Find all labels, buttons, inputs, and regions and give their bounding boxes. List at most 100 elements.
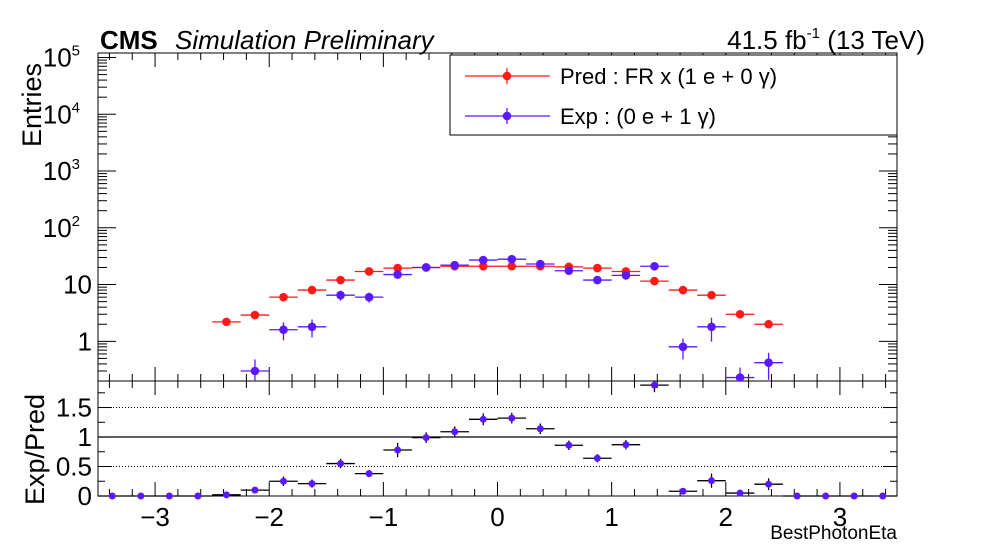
- data-point: [307, 322, 317, 332]
- series-pred: [212, 261, 783, 329]
- data-point: [735, 309, 745, 319]
- tick-base: 10: [43, 42, 72, 72]
- data-point: [393, 270, 402, 279]
- data-point: [593, 275, 602, 285]
- data-point: [421, 263, 431, 272]
- ratio-point: [879, 492, 887, 500]
- data-point: [621, 271, 631, 280]
- data-point: [393, 263, 402, 273]
- tick-base: 10: [43, 213, 72, 243]
- tick-exponent: 3: [72, 156, 80, 173]
- ratio-point: [194, 492, 202, 500]
- main-y-tick-label: 1: [78, 326, 92, 356]
- ratio-x-tick-label: −2: [254, 502, 284, 532]
- ratio-point: [765, 480, 773, 488]
- ratio-point: [365, 470, 373, 478]
- ratio-panel: −3 −2 −1 0 1 2 300.511.5: [56, 381, 897, 532]
- ratio-point: [394, 446, 402, 454]
- ratio-point: [736, 489, 744, 497]
- data-point: [336, 275, 345, 285]
- ratio-point: [165, 492, 173, 500]
- tick-base: 10: [43, 99, 72, 129]
- data-point: [707, 322, 716, 332]
- tick-base: 1: [78, 326, 92, 356]
- data-point: [364, 292, 374, 302]
- ratio-point: [137, 492, 145, 500]
- ratio-y-tick-label: 0: [78, 481, 92, 511]
- data-point: [593, 263, 602, 273]
- data-point: [650, 276, 659, 286]
- tick-base: 10: [43, 156, 72, 186]
- data-point: [222, 317, 231, 327]
- ratio-x-tick-label: 3: [833, 502, 847, 532]
- ratio-x-tick-label: 1: [604, 502, 618, 532]
- data-point: [250, 310, 260, 320]
- lumi-label: 41.5 fb-1 (13 TeV): [727, 25, 925, 55]
- legend-marker: [502, 71, 512, 81]
- ratio-point: [822, 492, 830, 500]
- ratio-y-tick-label: 1: [78, 422, 92, 452]
- tick-exponent: 2: [72, 213, 80, 230]
- legend-label: Pred : FR x (1 e + 0 γ): [560, 64, 777, 89]
- main-y-tick-label: 103: [43, 156, 80, 186]
- ratio-point: [679, 487, 687, 495]
- data-point: [735, 373, 745, 382]
- tick-exponent: 4: [72, 99, 80, 116]
- data-point: [650, 261, 659, 271]
- ratio-point: [508, 414, 516, 422]
- data-point: [478, 255, 488, 265]
- data-point: [478, 261, 488, 271]
- data-point: [764, 358, 773, 368]
- data-point: [536, 259, 545, 269]
- ratio-point: [650, 381, 658, 389]
- data-point: [764, 319, 773, 329]
- ratio-point: [708, 477, 716, 485]
- data-point: [364, 267, 374, 276]
- ratio-x-tick-label: 2: [719, 502, 733, 532]
- ratio-point: [479, 415, 487, 423]
- legend: Pred : FR x (1 e + 0 γ) Exp : (0 e + 1 γ): [449, 54, 898, 136]
- cms-label: CMS: [100, 25, 158, 55]
- ratio-x-tick-label: −1: [369, 502, 399, 532]
- data-point: [307, 285, 317, 295]
- ratio-x-tick-label: −3: [140, 502, 170, 532]
- data-point: [507, 254, 517, 264]
- tick-exponent: 5: [72, 42, 80, 59]
- legend-label: Exp : (0 e + 1 γ): [560, 104, 716, 129]
- main-y-tick-label: 102: [43, 213, 80, 243]
- ratio-point: [565, 441, 573, 449]
- data-point: [279, 292, 288, 302]
- ratio-point: [850, 492, 858, 500]
- series-ratio: [98, 381, 897, 500]
- data-point: [250, 366, 260, 376]
- data-point: [564, 266, 574, 276]
- ratio-y-tick-label: 0.5: [56, 452, 92, 482]
- lumi-base: 41.5 fb: [727, 25, 807, 55]
- ratio-point: [536, 425, 544, 433]
- ratio-plot-frame: [97, 380, 898, 497]
- main-y-tick-label: 104: [43, 99, 80, 129]
- ratio-y-tick-label: 1.5: [56, 393, 92, 423]
- ratio-point: [108, 492, 116, 500]
- ratio-point: [279, 477, 287, 485]
- ratio-point: [251, 486, 259, 494]
- ratio-point: [222, 491, 230, 499]
- ratio-point: [422, 434, 430, 442]
- tick-base: 10: [63, 270, 92, 300]
- main-y-tick-label: 10: [63, 270, 92, 300]
- data-point: [678, 342, 688, 352]
- ratio-point: [337, 460, 345, 468]
- ratio-y-axis-title: Exp/Pred: [20, 394, 50, 505]
- main-y-tick-label: 105: [43, 42, 80, 72]
- data-point: [336, 290, 345, 300]
- lumi-exponent: -1: [807, 25, 820, 42]
- data-point: [450, 260, 459, 270]
- data-point: [507, 261, 517, 271]
- ratio-point: [451, 428, 459, 436]
- legend-marker: [502, 111, 512, 121]
- x-axis-title: BestPhotonEta: [770, 523, 897, 544]
- data-point: [707, 290, 716, 300]
- simulation-label: Simulation Preliminary: [175, 25, 436, 55]
